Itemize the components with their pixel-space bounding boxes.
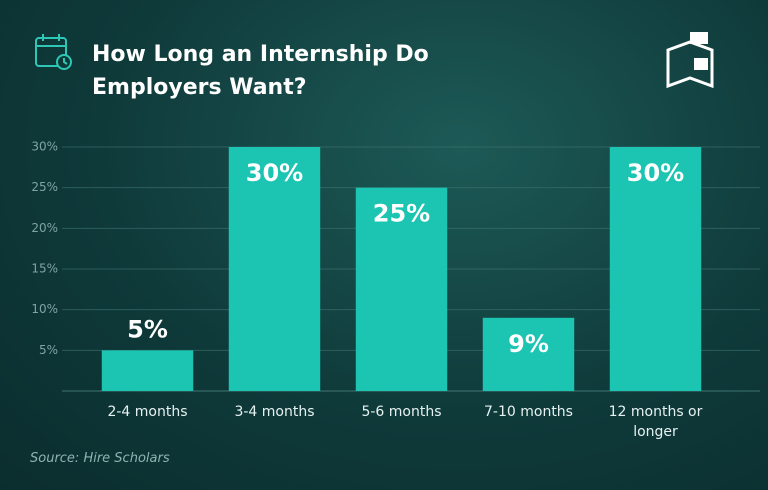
bar: [482, 317, 575, 391]
x-tick-label: 5-6 months: [361, 404, 442, 420]
x-tick-label: 2-4 months: [107, 404, 188, 420]
value-label: 5%: [127, 315, 168, 343]
bar: [355, 187, 448, 391]
x-tick-label: 7-10 months: [484, 404, 573, 420]
value-label: 30%: [627, 159, 684, 187]
value-label: 25%: [373, 200, 430, 228]
y-tick-label: 30%: [31, 140, 58, 154]
calendar-icon: [35, 34, 72, 70]
value-label: 9%: [508, 330, 549, 358]
y-tick-label: 20%: [31, 221, 58, 235]
y-tick-label: 10%: [31, 302, 58, 316]
y-tick-label: 15%: [31, 262, 58, 276]
x-tick-label: 3-4 months: [234, 404, 315, 420]
source-note: Source: Hire Scholars: [30, 451, 170, 466]
bar: [228, 147, 321, 391]
chart-title: How Long an Internship Do Employers Want…: [92, 42, 429, 100]
y-tick-label: 25%: [31, 180, 58, 194]
y-tick-label: 5%: [39, 343, 58, 357]
logo: [666, 32, 714, 89]
x-tick-label: 12 months or longer: [608, 404, 703, 440]
value-label: 30%: [246, 159, 303, 187]
bar: [609, 147, 702, 391]
bar: [101, 350, 194, 391]
